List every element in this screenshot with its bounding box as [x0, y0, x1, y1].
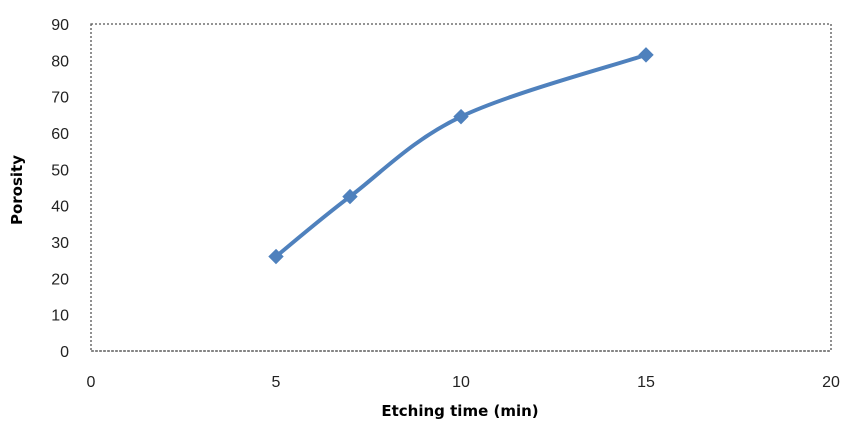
y-tick-label: 50 — [51, 162, 69, 179]
series-line — [274, 52, 648, 259]
data-point-marker — [268, 248, 284, 265]
x-tick-label: 0 — [87, 374, 96, 391]
x-tick-label: 15 — [637, 374, 655, 391]
y-tick-label: 0 — [60, 344, 69, 361]
y-tick-label: 70 — [51, 90, 69, 107]
y-axis-ticks: 0 10 20 30 40 50 60 70 80 90 — [51, 17, 69, 361]
x-axis-ticks: 0 5 10 15 20 — [87, 374, 840, 391]
x-tick-label: 10 — [452, 374, 470, 391]
x-tick-label: 20 — [822, 374, 840, 391]
y-tick-label: 80 — [51, 53, 69, 70]
x-axis-title: Etching time (min) — [381, 402, 538, 420]
y-axis-title: Porosity — [8, 155, 26, 225]
plot-area-border — [90, 23, 832, 352]
data-markers — [268, 47, 654, 265]
y-tick-label: 40 — [51, 199, 69, 216]
y-tick-label: 60 — [51, 126, 69, 143]
data-point-marker — [342, 188, 358, 205]
data-point-marker — [453, 108, 469, 125]
data-point-marker — [638, 47, 654, 63]
y-tick-label: 90 — [51, 17, 69, 34]
x-tick-label: 5 — [272, 374, 281, 391]
y-tick-label: 10 — [51, 308, 69, 325]
y-tick-label: 30 — [51, 235, 69, 252]
y-tick-label: 20 — [51, 271, 69, 288]
